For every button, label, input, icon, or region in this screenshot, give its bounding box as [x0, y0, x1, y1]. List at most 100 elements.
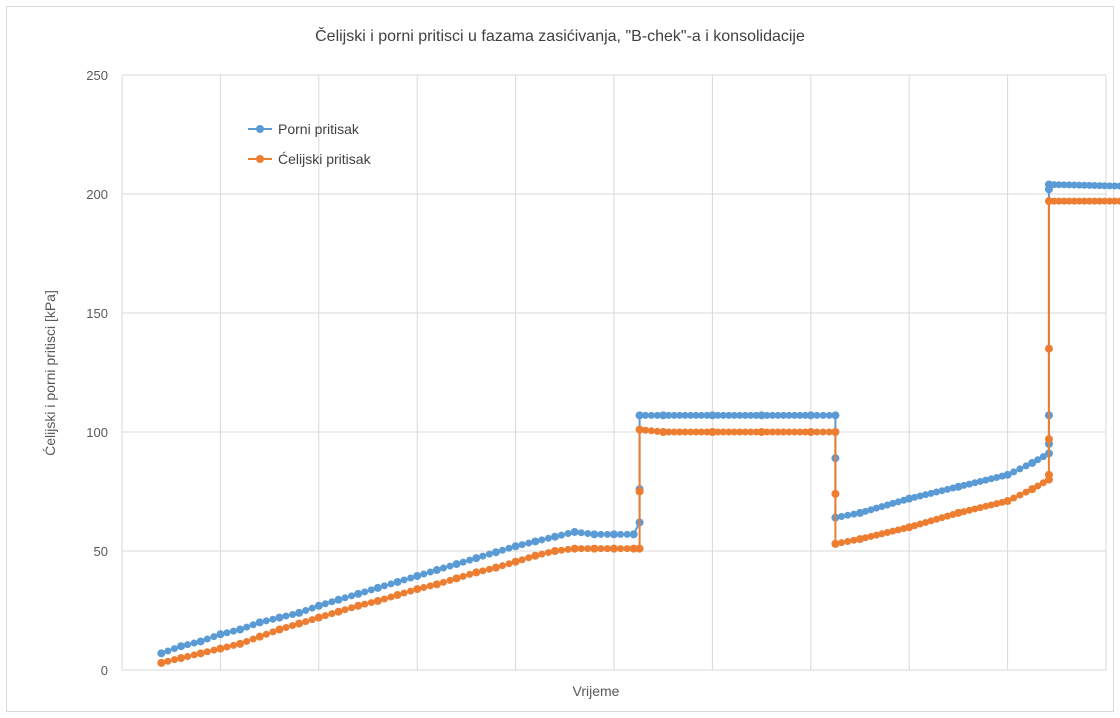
data-point [177, 642, 186, 651]
data-marker [308, 604, 316, 612]
data-marker [819, 411, 827, 419]
data-marker [1050, 197, 1058, 205]
series-celijski-pritisak [157, 197, 1120, 667]
data-point [275, 625, 284, 634]
data-marker [927, 517, 935, 525]
data-marker [681, 411, 689, 419]
data-marker [164, 657, 172, 665]
data-marker [400, 576, 408, 584]
data-point [1044, 344, 1053, 353]
data-marker [1080, 181, 1088, 189]
data-marker [1101, 197, 1109, 205]
data-marker [203, 648, 211, 656]
x-axis-title: Vrijeme [573, 683, 620, 699]
data-point [216, 644, 225, 653]
data-marker [308, 616, 316, 624]
data-marker [867, 506, 875, 514]
data-marker [498, 546, 506, 554]
data-marker [819, 428, 827, 436]
data-point [1028, 485, 1037, 494]
data-marker [725, 428, 733, 436]
data-marker [223, 643, 231, 651]
data-marker [321, 600, 329, 608]
data-marker [844, 511, 852, 519]
data-marker [1034, 482, 1042, 490]
data-point [1003, 497, 1012, 506]
data-marker [564, 530, 572, 538]
data-marker [348, 604, 356, 612]
data-marker [577, 545, 585, 553]
data-marker [933, 515, 941, 523]
data-marker [922, 491, 930, 499]
data-point [1044, 470, 1053, 479]
data-marker [741, 428, 749, 436]
data-marker [544, 534, 552, 542]
series-layer [157, 180, 1120, 667]
data-marker [558, 546, 566, 554]
data-marker [703, 411, 711, 419]
data-marker [1090, 182, 1098, 189]
data-marker [1116, 182, 1120, 190]
data-marker [850, 536, 858, 544]
data-marker [1090, 197, 1098, 205]
data-marker [518, 556, 526, 564]
data-marker [1096, 182, 1104, 190]
data-point [196, 637, 205, 646]
data-marker [736, 428, 744, 436]
y-tick-label: 50 [94, 544, 108, 559]
data-marker [328, 610, 336, 618]
data-marker [387, 593, 395, 601]
data-marker [498, 562, 506, 570]
data-marker [665, 428, 673, 436]
data-marker [584, 530, 592, 538]
data-marker [289, 610, 297, 618]
data-marker [687, 411, 695, 419]
data-marker [965, 506, 973, 514]
data-point [413, 571, 422, 580]
data-marker [1096, 197, 1104, 205]
data-point [590, 544, 599, 553]
data-point [590, 530, 599, 539]
data-marker [289, 622, 297, 630]
data-marker [190, 639, 198, 647]
data-marker [960, 508, 968, 516]
data-marker [1101, 182, 1109, 190]
data-marker [872, 531, 880, 539]
data-marker [1022, 488, 1030, 496]
data-marker [785, 428, 793, 436]
data-point [491, 548, 500, 557]
data-marker [665, 411, 673, 419]
data-point [314, 601, 323, 610]
data-marker [210, 633, 218, 641]
data-marker [603, 530, 611, 538]
data-marker [719, 411, 727, 419]
data-marker [1085, 197, 1093, 205]
data-marker [400, 589, 408, 597]
data-marker [714, 411, 722, 419]
data-marker [1060, 181, 1068, 189]
data-marker [485, 550, 493, 558]
data-point [216, 630, 225, 639]
data-marker [1065, 197, 1073, 205]
data-marker [838, 539, 846, 547]
data-point [1044, 180, 1053, 189]
data-marker [922, 518, 930, 526]
data-marker [505, 560, 513, 568]
data-marker [623, 545, 631, 553]
data-point [954, 482, 963, 491]
data-point [635, 487, 644, 496]
data-point [954, 508, 963, 517]
data-point [354, 601, 363, 610]
data-marker [769, 428, 777, 436]
data-marker [420, 570, 428, 578]
data-point [629, 530, 638, 539]
data-point [629, 544, 638, 553]
data-marker [230, 627, 238, 635]
y-tick-label: 0 [101, 663, 108, 678]
legend-item-celijski: Ćelijski pritisak [248, 151, 372, 167]
data-marker [1034, 456, 1042, 464]
data-marker [747, 411, 755, 419]
data-marker [302, 618, 310, 626]
data-marker [850, 510, 858, 518]
data-point [295, 619, 304, 628]
